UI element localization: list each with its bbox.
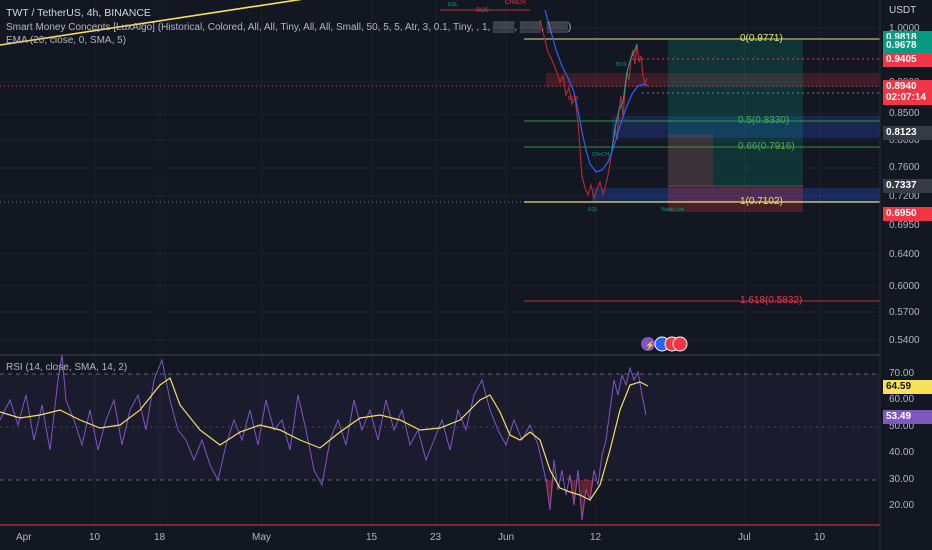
rsi-ma-line	[0, 377, 649, 501]
time-tick: 12	[590, 532, 602, 543]
price-tick: 0.5700	[889, 307, 920, 318]
price-tick: 0.6400	[889, 249, 920, 260]
price-tick: 0.5400	[889, 335, 920, 346]
currency-label: USDT	[889, 5, 917, 16]
time-tick: Apr	[16, 532, 32, 543]
countdown-tag: 02:07:14	[883, 91, 932, 105]
price-tag: 0.9678	[883, 39, 932, 53]
time-tick: 10	[814, 532, 826, 543]
price-tag: 0.7337	[883, 179, 932, 193]
rsi-tag: 53.49	[883, 410, 932, 424]
demand-zone-lower	[592, 188, 880, 202]
price-tick: 0.8000	[889, 135, 920, 146]
rsi-tick: 50.00	[889, 421, 915, 432]
time-tick: May	[252, 532, 271, 543]
indicator-smc-legend[interactable]: Smart Money Concepts [LuxAlgo] (Historic…	[6, 22, 572, 33]
fib-label-066: 0.66(0.7916)	[738, 141, 795, 152]
smc-label-choch-2: CHoCH	[592, 152, 610, 158]
price-tag: 0.6950	[883, 207, 932, 221]
smc-label-bos: BOS	[476, 8, 489, 14]
fib-label-0: 0(0.9771)	[740, 33, 783, 44]
position-profit	[668, 40, 803, 186]
smc-label-weak-low: Weak Low	[661, 207, 685, 213]
price-tick: 0.7200	[889, 191, 920, 202]
time-tick: 18	[154, 532, 166, 543]
fib-label-05: 0.5(0.8330)	[738, 115, 790, 126]
rsi-line	[0, 354, 647, 521]
rsi-tick: 30.00	[889, 474, 915, 485]
ema-line	[544, 9, 649, 173]
price-tick: 0.6000	[889, 281, 920, 292]
rsi-ma-tag: 64.59	[883, 380, 932, 394]
last-price-tag: 0.8940	[883, 80, 932, 94]
smc-label-eql: EQL	[448, 2, 459, 8]
price-tick: 0.6950	[889, 220, 920, 231]
trendline	[0, 0, 303, 46]
price-tick: 1.0000	[889, 23, 920, 34]
price-tick: 0.7600	[889, 162, 920, 173]
smc-label-bos-2: BOS	[568, 96, 579, 102]
smc-label-bos-3: BOS	[616, 62, 627, 68]
smc-label-eql-2: EQL	[588, 207, 599, 213]
indicator-ema-legend[interactable]: EMA (20, close, 0, SMA, 5)	[6, 35, 127, 46]
time-tick: 23	[430, 532, 442, 543]
symbol-title[interactable]: TWT / TetherUS, 4h, BINANCE	[6, 7, 151, 19]
rsi-tick: 70.00	[889, 368, 915, 379]
svg-text:⚡: ⚡	[645, 340, 655, 350]
fib-label-1: 1(0.7102)	[740, 196, 783, 207]
time-tick: Jul	[738, 532, 751, 543]
time-tick: Jun	[498, 532, 515, 543]
position-loss	[668, 186, 803, 212]
smc-label-choch: CHoCH	[505, 0, 526, 6]
price-tag: 0.8123	[883, 126, 932, 140]
flag-icon	[672, 336, 688, 352]
demand-zone-upper	[612, 116, 880, 138]
indicator-rsi-legend[interactable]: RSI (14, close, SMA, 14, 2)	[6, 362, 128, 373]
fib-label-1618: 1.618(0.5832)	[740, 295, 803, 306]
price-series	[539, 19, 648, 201]
rsi-tick: 60.00	[889, 394, 915, 405]
price-tag: 0.9405	[883, 53, 932, 67]
rsi-tick: 20.00	[889, 500, 915, 511]
price-tick: 0.8500	[889, 108, 920, 119]
time-tick: 10	[89, 532, 101, 543]
time-tick: 15	[366, 532, 378, 543]
rsi-tick: 40.00	[889, 447, 915, 458]
lightning-icon	[641, 337, 655, 351]
